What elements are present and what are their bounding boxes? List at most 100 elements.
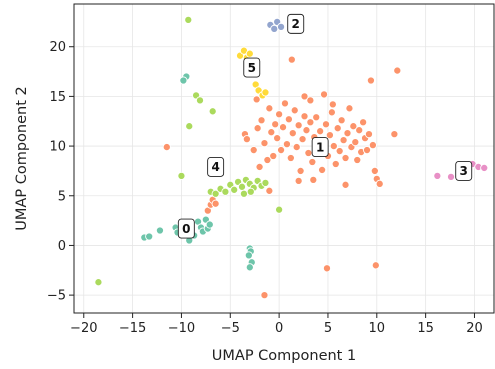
scatter-point — [265, 104, 274, 113]
scatter-point — [270, 24, 279, 33]
scatter-point — [300, 92, 309, 101]
scatter-point — [368, 141, 377, 150]
scatter-point — [337, 116, 346, 125]
scatter-point — [304, 148, 313, 158]
scatter-point — [244, 251, 253, 260]
scatter-point — [290, 106, 299, 115]
scatter-point — [177, 171, 186, 180]
scatter-point — [275, 205, 284, 214]
x-tick-label: −20 — [70, 321, 97, 336]
scatter-point — [230, 185, 239, 194]
scatter-point — [263, 155, 272, 165]
scatter-point — [185, 122, 194, 131]
cluster-label-0: 0 — [177, 218, 195, 239]
cluster-label-4: 4 — [207, 156, 225, 177]
scatter-point — [298, 135, 307, 144]
scatter-point — [282, 140, 291, 149]
y-axis-ticks: −5 0 5 10 15 20 — [47, 40, 74, 304]
scatter-point — [328, 100, 337, 109]
scatter-point — [278, 123, 288, 132]
scatter-point — [480, 163, 489, 172]
grid-lines — [74, 4, 494, 313]
scatter-point — [359, 118, 368, 127]
scatter-point — [205, 220, 214, 229]
scatter-point — [446, 172, 456, 181]
cluster-label-text: 0 — [182, 222, 190, 236]
scatter-point — [302, 126, 311, 135]
y-tick-label: 5 — [58, 189, 66, 204]
x-tick-label: 0 — [275, 321, 283, 336]
scatter-point — [237, 182, 247, 191]
scatter-point — [245, 49, 254, 58]
scatter-point — [343, 129, 352, 138]
cluster-label-box — [455, 160, 473, 181]
scatter-point — [253, 124, 262, 133]
scatter-point — [273, 134, 282, 143]
scatter-point — [261, 88, 270, 97]
scatter-point — [286, 153, 295, 163]
scatter-point — [316, 127, 325, 136]
cluster-label-box — [311, 137, 329, 158]
y-tick-label: 10 — [49, 140, 66, 155]
scatter-point — [321, 120, 331, 129]
scatter-point — [306, 118, 315, 127]
cluster-series-2 — [266, 17, 286, 33]
cluster-label-text: 2 — [292, 17, 300, 31]
scatter-point — [145, 232, 154, 241]
scatter-point — [318, 165, 327, 174]
scatter-point — [333, 124, 342, 133]
y-axis-title: UMAP Component 2 — [14, 86, 30, 230]
scatter-point — [208, 107, 217, 116]
cluster-label-text: 3 — [460, 164, 468, 178]
y-tick-label: 0 — [58, 239, 66, 254]
scatter-point — [221, 187, 230, 196]
scatter-point — [162, 143, 171, 152]
scatter-point — [327, 108, 336, 117]
scatter-point — [390, 130, 399, 139]
cluster-label-text: 5 — [248, 61, 256, 75]
scatter-point — [312, 113, 321, 122]
scatter-point — [393, 66, 402, 75]
scatter-point — [277, 22, 286, 31]
cluster-series-1 — [162, 55, 402, 300]
plot-frame — [73, 3, 495, 314]
scatter-point — [257, 116, 266, 125]
scatter-point — [249, 146, 258, 155]
scatter-point — [275, 110, 284, 119]
scatter-point — [345, 104, 354, 113]
scatter-point — [255, 162, 264, 171]
scatter-point — [371, 261, 380, 270]
cluster-series-4 — [94, 15, 284, 287]
scatter-point — [329, 142, 338, 151]
cluster-label-text: 4 — [211, 160, 219, 174]
scatter-point — [269, 151, 278, 161]
scatter-point — [277, 146, 286, 155]
scatter-point — [287, 55, 296, 64]
scatter-point — [294, 121, 303, 130]
scatter-point — [325, 131, 334, 140]
x-tick-label: −10 — [168, 321, 195, 336]
scatter-point — [195, 96, 205, 105]
cluster-label-2: 2 — [287, 13, 305, 34]
scatter-point — [322, 264, 332, 273]
cluster-label-text: 1 — [316, 140, 324, 154]
cluster-label-box — [177, 218, 195, 239]
y-tick-label: 20 — [49, 40, 66, 55]
scatter-point — [362, 146, 372, 155]
y-tick-label: −5 — [47, 289, 66, 304]
x-tick-label: 10 — [369, 321, 386, 336]
scatter-point — [375, 179, 384, 188]
scatter-point — [292, 143, 301, 152]
scatter-point — [341, 153, 350, 163]
scatter-point — [242, 135, 251, 144]
y-tick-label: 15 — [49, 90, 66, 105]
scatter-point — [94, 278, 103, 287]
cluster-annotations: 0 2 3 4 5 1 — [177, 13, 473, 239]
scatter-point — [370, 166, 379, 175]
scatter-point — [267, 128, 276, 137]
scatter-point — [308, 157, 317, 167]
scatter-point — [296, 166, 305, 175]
scatter-point — [260, 291, 269, 300]
scatter-point — [179, 76, 188, 85]
